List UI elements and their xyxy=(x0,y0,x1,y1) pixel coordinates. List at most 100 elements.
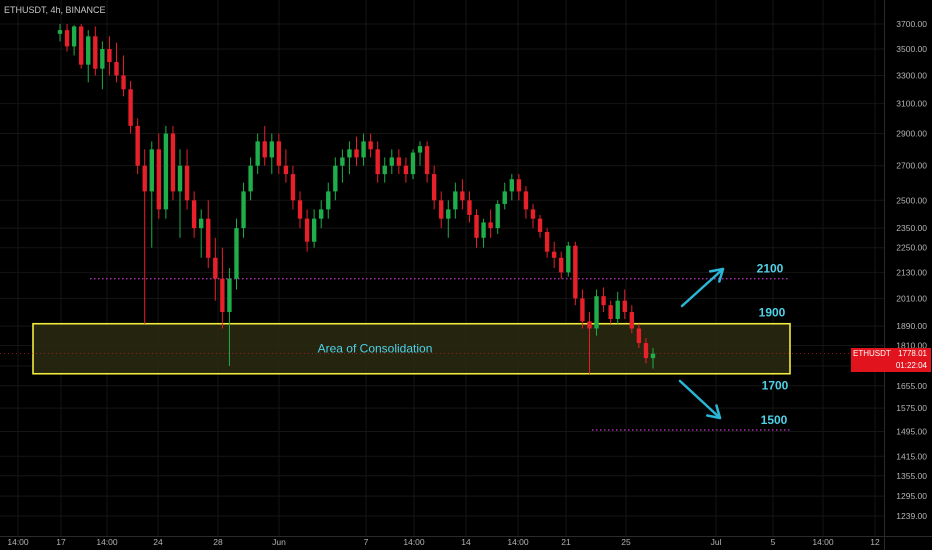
candle-body xyxy=(269,141,274,158)
candle-body xyxy=(431,174,437,201)
x-tick-label: Jun xyxy=(272,537,286,547)
candle-body xyxy=(403,165,409,175)
candle-body xyxy=(453,191,458,210)
candle-body xyxy=(170,133,176,192)
candle-body xyxy=(622,300,627,313)
x-tick-label: 21 xyxy=(561,537,571,547)
y-tick-label: 1415.00 xyxy=(896,451,927,461)
candle-body xyxy=(439,200,444,219)
x-tick-label: 7 xyxy=(364,537,369,547)
x-tick-label: 17 xyxy=(56,537,66,547)
candle-body xyxy=(290,174,296,201)
y-tick-label: 1575.00 xyxy=(896,403,927,413)
y-tick-label: 2130.00 xyxy=(896,267,927,277)
candle-body xyxy=(594,296,599,329)
arrow-down-head xyxy=(706,404,722,420)
candle-body xyxy=(220,278,225,313)
candle-body xyxy=(636,328,642,344)
candle-body xyxy=(304,218,310,242)
consolidation-zone[interactable] xyxy=(32,322,791,375)
y-tick-label: 2010.00 xyxy=(896,293,927,303)
candle-body xyxy=(311,218,317,242)
candle-body xyxy=(460,191,465,201)
y-tick-label: 1810.00 xyxy=(896,341,927,351)
y-tick-label: 2700.00 xyxy=(896,161,927,171)
candle-body xyxy=(354,149,359,158)
candle-body xyxy=(177,165,183,192)
y-tick-label: 3100.00 xyxy=(896,99,927,109)
zone-label: Area of Consolidation xyxy=(318,342,433,356)
candle-body xyxy=(248,165,253,192)
x-tick-label: 5 xyxy=(771,537,776,547)
candle-body xyxy=(262,141,267,158)
x-tick-label: 14:00 xyxy=(96,537,118,547)
candle-body xyxy=(368,141,373,150)
candle-body xyxy=(57,30,63,34)
candle-body xyxy=(156,149,162,210)
chart-title: ETHUSDT, 4h, BINANCE xyxy=(4,5,106,15)
candle-body xyxy=(347,149,352,158)
arrow-down xyxy=(678,379,722,420)
y-tick-label: 3500.00 xyxy=(896,44,927,54)
candle-body xyxy=(149,149,154,192)
candle-body xyxy=(389,157,394,166)
y-tick-label: 1655.00 xyxy=(896,381,927,391)
y-tick-label: 2900.00 xyxy=(896,129,927,139)
x-tick-label: 14:00 xyxy=(403,537,425,547)
candle-body xyxy=(467,200,472,215)
candle-body xyxy=(488,222,493,229)
candle-body xyxy=(573,245,578,299)
candle-body xyxy=(650,353,656,359)
candle-body xyxy=(199,218,204,229)
candle-body xyxy=(608,305,613,320)
candle-body xyxy=(142,165,147,192)
y-tick-label: 1295.00 xyxy=(896,491,927,501)
level-label-1900: 1900 xyxy=(759,306,786,320)
level-label-2100: 2100 xyxy=(757,262,784,276)
candle-body xyxy=(580,298,585,322)
candle-body xyxy=(64,30,70,47)
candle-body xyxy=(234,228,239,279)
level-label-1500: 1500 xyxy=(761,413,788,427)
candle-body xyxy=(559,257,564,273)
x-tick-label: 14 xyxy=(461,537,471,547)
x-tick-label: 28 xyxy=(213,537,223,547)
candle-body xyxy=(191,200,197,229)
candle-body xyxy=(523,191,529,210)
y-tick-label: 1495.00 xyxy=(896,427,927,437)
y-tick-label: 2500.00 xyxy=(896,195,927,205)
y-tick-label: 2250.00 xyxy=(896,243,927,253)
candle-body xyxy=(78,26,84,65)
x-tick-label: 12 xyxy=(870,537,880,547)
candle-body xyxy=(71,26,77,47)
candle-body xyxy=(86,36,91,65)
x-tick-label: Jul xyxy=(711,537,722,547)
candle-body xyxy=(474,214,479,238)
level-label-1700: 1700 xyxy=(762,379,789,393)
candle-body xyxy=(255,141,260,166)
y-tick-label: 1355.00 xyxy=(896,471,927,481)
candle-body xyxy=(587,321,592,329)
candle-body xyxy=(382,165,387,175)
y-tick-label: 1890.00 xyxy=(896,321,927,331)
candle-body xyxy=(241,191,246,229)
candle-body xyxy=(516,179,522,192)
candle-body xyxy=(107,48,112,63)
bar-countdown: 01:22:04 xyxy=(895,360,927,370)
candle-body xyxy=(135,125,140,166)
x-tick-label: 25 xyxy=(621,537,631,547)
x-tick-label: 14:00 xyxy=(7,537,29,547)
candle-body xyxy=(297,200,303,219)
y-tick-label: 3700.00 xyxy=(896,19,927,29)
y-tick-label: 1239.00 xyxy=(896,511,927,521)
candle-body xyxy=(100,48,105,69)
candle-body xyxy=(213,257,218,279)
arrow-up-head xyxy=(708,267,725,283)
last-price-symbol: ETHUSDT xyxy=(853,348,891,358)
candle-body xyxy=(537,218,543,232)
candle-body xyxy=(128,89,133,126)
candle-body xyxy=(530,209,536,219)
candle-body xyxy=(551,251,557,258)
candle-body xyxy=(319,209,324,219)
